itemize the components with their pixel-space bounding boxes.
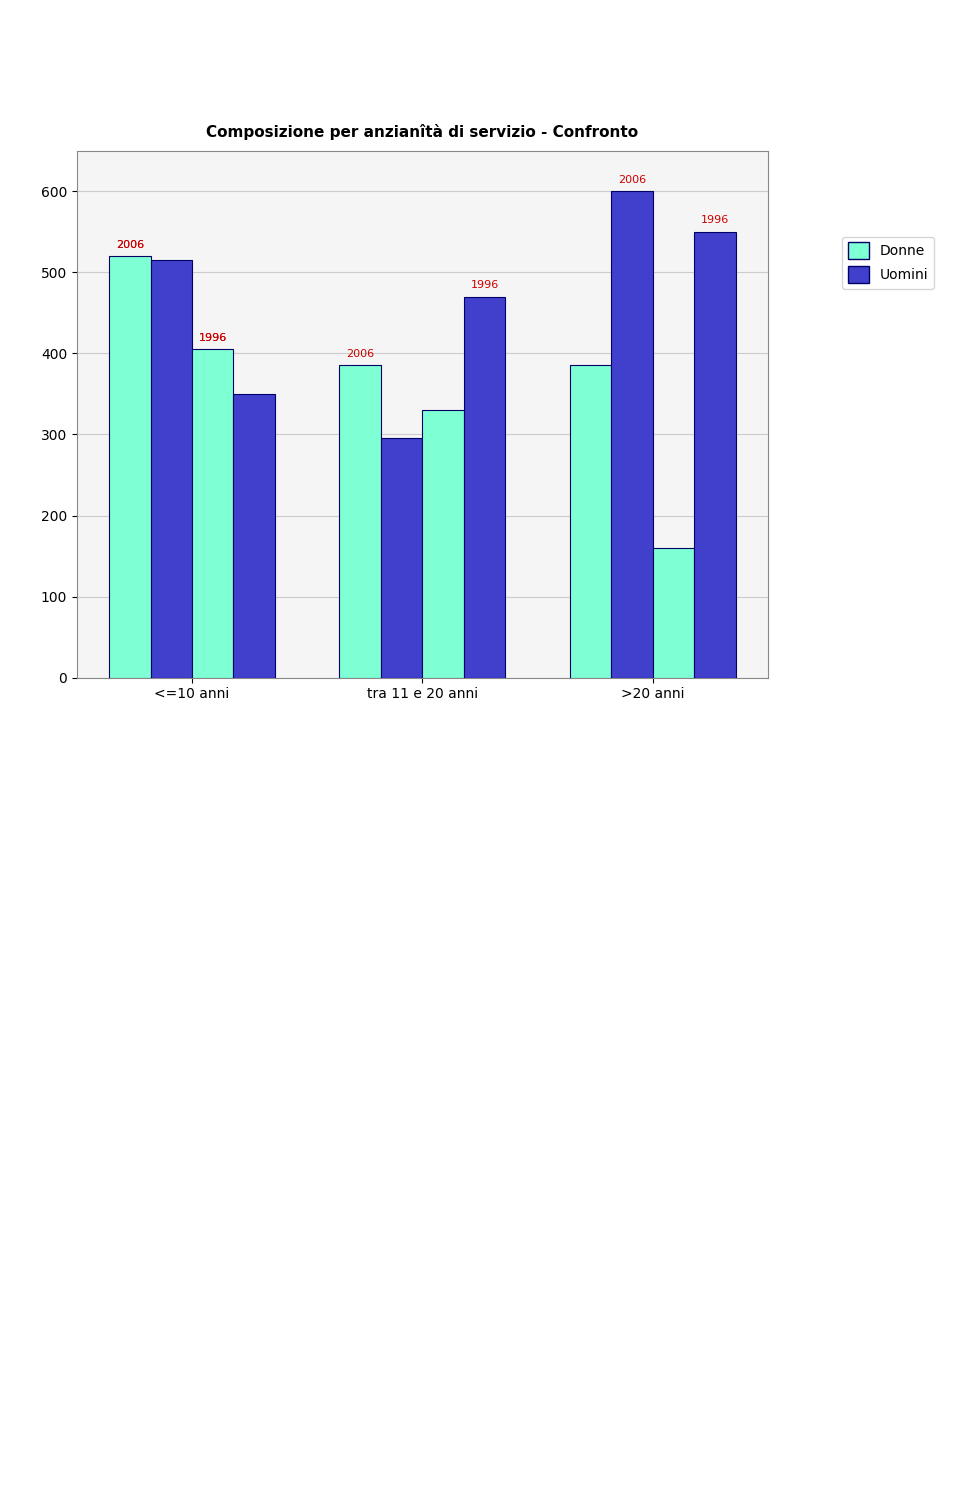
Title: Composizione per anzianîtà di servizio - Confronto: Composizione per anzianîtà di servizio -… bbox=[206, 123, 638, 140]
Bar bbox=[464, 297, 505, 678]
Bar bbox=[612, 191, 653, 678]
Text: 1996: 1996 bbox=[470, 280, 499, 291]
Text: 2006: 2006 bbox=[347, 349, 374, 358]
Bar bbox=[570, 366, 612, 678]
Legend: Donne, Uomini: Donne, Uomini bbox=[842, 236, 934, 289]
Bar bbox=[422, 410, 464, 678]
Bar bbox=[109, 256, 151, 678]
Text: 1996: 1996 bbox=[701, 215, 730, 226]
Bar bbox=[192, 349, 233, 678]
Bar bbox=[151, 261, 192, 678]
Text: 1996: 1996 bbox=[199, 333, 227, 343]
Bar bbox=[340, 366, 381, 678]
Text: 2006: 2006 bbox=[116, 239, 144, 250]
Text: 2006: 2006 bbox=[116, 239, 144, 250]
Bar bbox=[653, 548, 694, 678]
Text: 1996: 1996 bbox=[199, 333, 227, 343]
Text: 2006: 2006 bbox=[618, 175, 646, 185]
Bar bbox=[233, 395, 275, 678]
Bar bbox=[381, 438, 422, 678]
Bar bbox=[694, 232, 735, 678]
